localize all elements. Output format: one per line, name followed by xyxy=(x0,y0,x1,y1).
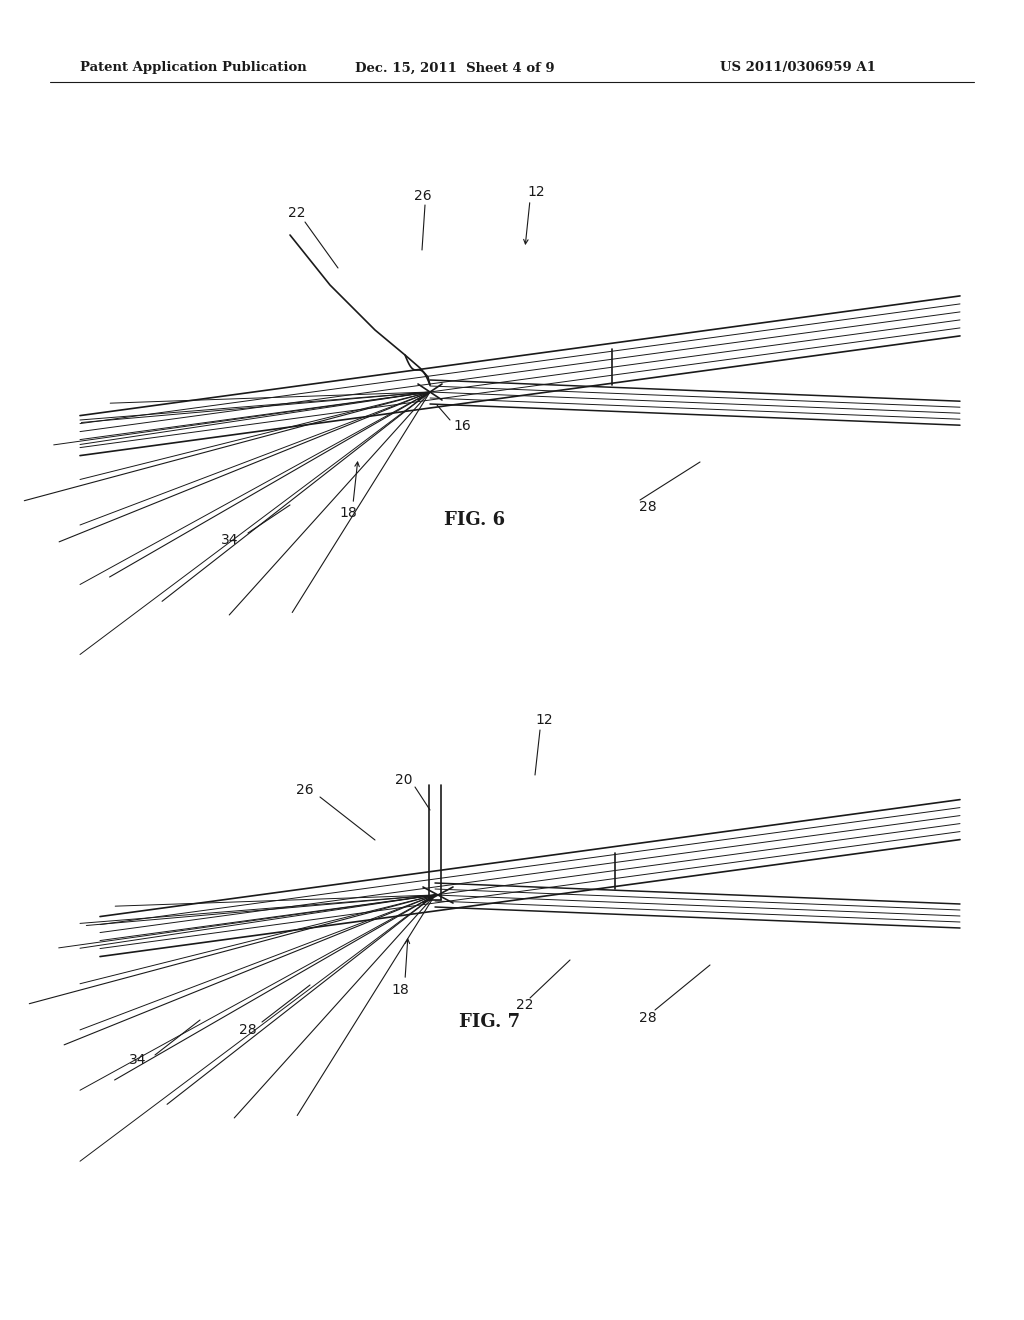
Text: FIG. 7: FIG. 7 xyxy=(460,1012,520,1031)
Text: Dec. 15, 2011  Sheet 4 of 9: Dec. 15, 2011 Sheet 4 of 9 xyxy=(355,62,555,74)
Text: 18: 18 xyxy=(391,983,409,997)
Text: 16: 16 xyxy=(454,418,471,433)
Text: 12: 12 xyxy=(536,713,553,727)
Text: FIG. 6: FIG. 6 xyxy=(444,511,506,529)
Text: 22: 22 xyxy=(516,998,534,1012)
Text: 34: 34 xyxy=(221,533,239,546)
Text: US 2011/0306959 A1: US 2011/0306959 A1 xyxy=(720,62,876,74)
Text: 34: 34 xyxy=(129,1053,146,1067)
Text: 12: 12 xyxy=(527,185,545,199)
Text: 28: 28 xyxy=(639,500,656,513)
Text: Patent Application Publication: Patent Application Publication xyxy=(80,62,307,74)
Text: 26: 26 xyxy=(296,783,313,797)
Text: 28: 28 xyxy=(639,1011,656,1026)
Text: 26: 26 xyxy=(414,189,432,203)
Text: 28: 28 xyxy=(240,1023,257,1038)
Text: 20: 20 xyxy=(395,774,413,787)
Text: 22: 22 xyxy=(288,206,306,220)
Text: 18: 18 xyxy=(339,506,357,520)
